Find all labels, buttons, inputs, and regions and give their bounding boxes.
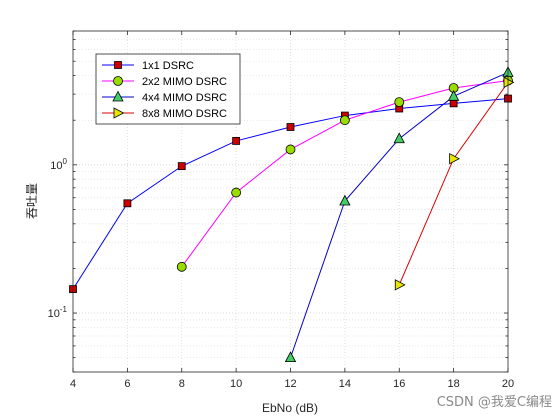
x-axis-label: EbNo (dB)	[262, 401, 318, 415]
y-tick-labels: 10-1 100	[48, 157, 68, 320]
data-point	[449, 153, 460, 165]
data-point	[232, 137, 241, 145]
series-group	[69, 66, 515, 363]
data-point	[123, 199, 132, 208]
data-point	[393, 132, 405, 144]
series-4	[394, 76, 515, 291]
series-2	[176, 75, 513, 272]
data-point	[285, 144, 296, 155]
data-point	[394, 97, 405, 108]
data-point	[394, 279, 406, 291]
data-point	[447, 89, 460, 101]
y-tick-label: 100	[50, 157, 67, 172]
data-point	[176, 261, 187, 272]
x-tick-label: 10	[230, 378, 242, 390]
watermark-text: CSDN @我爱C编程	[437, 395, 552, 410]
legend-label: 2x2 MIMO DSRC	[142, 76, 227, 88]
x-tick-label: 12	[284, 378, 296, 390]
data-point	[449, 99, 458, 108]
x-tick-labels: 4 6 8 10 12 14 16 18 20	[70, 378, 514, 390]
legend-marker	[113, 76, 123, 86]
legend-marker	[114, 61, 122, 69]
data-point	[339, 115, 350, 126]
x-tick-label: 18	[448, 378, 460, 390]
legend-marker	[113, 107, 125, 119]
y-axis-label: 吞吐量	[25, 183, 39, 219]
legend-label: 4x4 MIMO DSRC	[142, 92, 227, 104]
data-point	[503, 76, 515, 89]
legend-item: 4x4 MIMO DSRC	[102, 90, 227, 104]
legend-marker	[112, 90, 124, 102]
series-3	[284, 66, 514, 363]
tick-marks	[72, 30, 509, 373]
data-point	[286, 123, 295, 131]
x-tick-label: 4	[70, 378, 76, 390]
legend-label: 8x8 MIMO DSRC	[142, 108, 227, 120]
x-tick-label: 14	[339, 378, 351, 390]
legend-item: 8x8 MIMO DSRC	[102, 107, 227, 120]
x-tick-label: 16	[393, 378, 405, 390]
data-point	[339, 194, 351, 206]
y-tick-label: 10-1	[48, 305, 68, 320]
data-point	[231, 187, 242, 198]
x-tick-label: 20	[502, 378, 514, 390]
data-point	[284, 351, 297, 363]
x-tick-label: 8	[179, 378, 185, 390]
legend: 1x1 DSRC 2x2 MIMO DSRC 4x4 MIMO DSRC 8x8 MI…	[95, 53, 241, 125]
legend-label: 1x1 DSRC	[142, 60, 194, 72]
legend-item: 2x2 MIMO DSRC	[102, 76, 227, 88]
data-point	[177, 162, 186, 171]
x-tick-label: 6	[124, 378, 130, 390]
legend-item: 1x1 DSRC	[102, 60, 194, 72]
